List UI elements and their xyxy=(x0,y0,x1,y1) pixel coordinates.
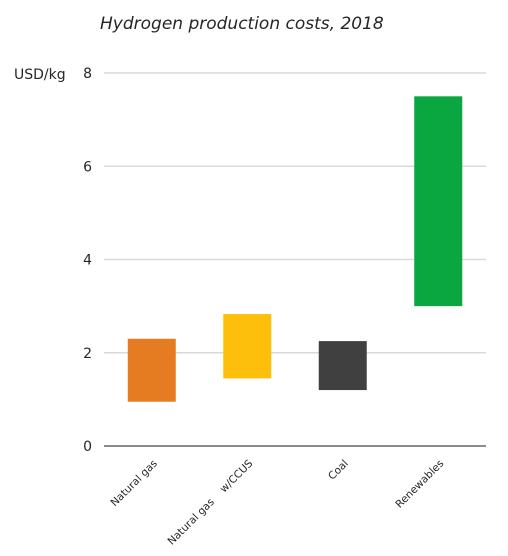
y-tick-label: 8 xyxy=(83,66,92,82)
range-bar xyxy=(223,314,272,379)
chart-title: Hydrogen production costs, 2018 xyxy=(100,14,384,34)
x-tick-label: Renewables xyxy=(393,458,446,511)
range-bar xyxy=(414,96,463,307)
y-tick-label: 0 xyxy=(83,439,92,455)
y-axis-unit-label: USD/kg xyxy=(14,67,66,83)
y-tick-label: 2 xyxy=(83,346,92,362)
range-bar xyxy=(127,338,176,402)
x-tick-labels: Natural gas Natural gas w/CCUS Coal Renewab… xyxy=(109,457,447,547)
y-tick-labels: 0 2 4 6 8 xyxy=(83,66,92,455)
range-bars xyxy=(127,96,463,402)
y-tick-label: 6 xyxy=(83,159,92,175)
x-tick-label: Coal xyxy=(326,458,351,483)
x-tick-label: Natural gas xyxy=(109,458,160,509)
x-tick-label: Natural gas w/CCUS xyxy=(165,457,255,547)
range-bar xyxy=(318,341,367,391)
y-tick-label: 4 xyxy=(83,253,92,269)
